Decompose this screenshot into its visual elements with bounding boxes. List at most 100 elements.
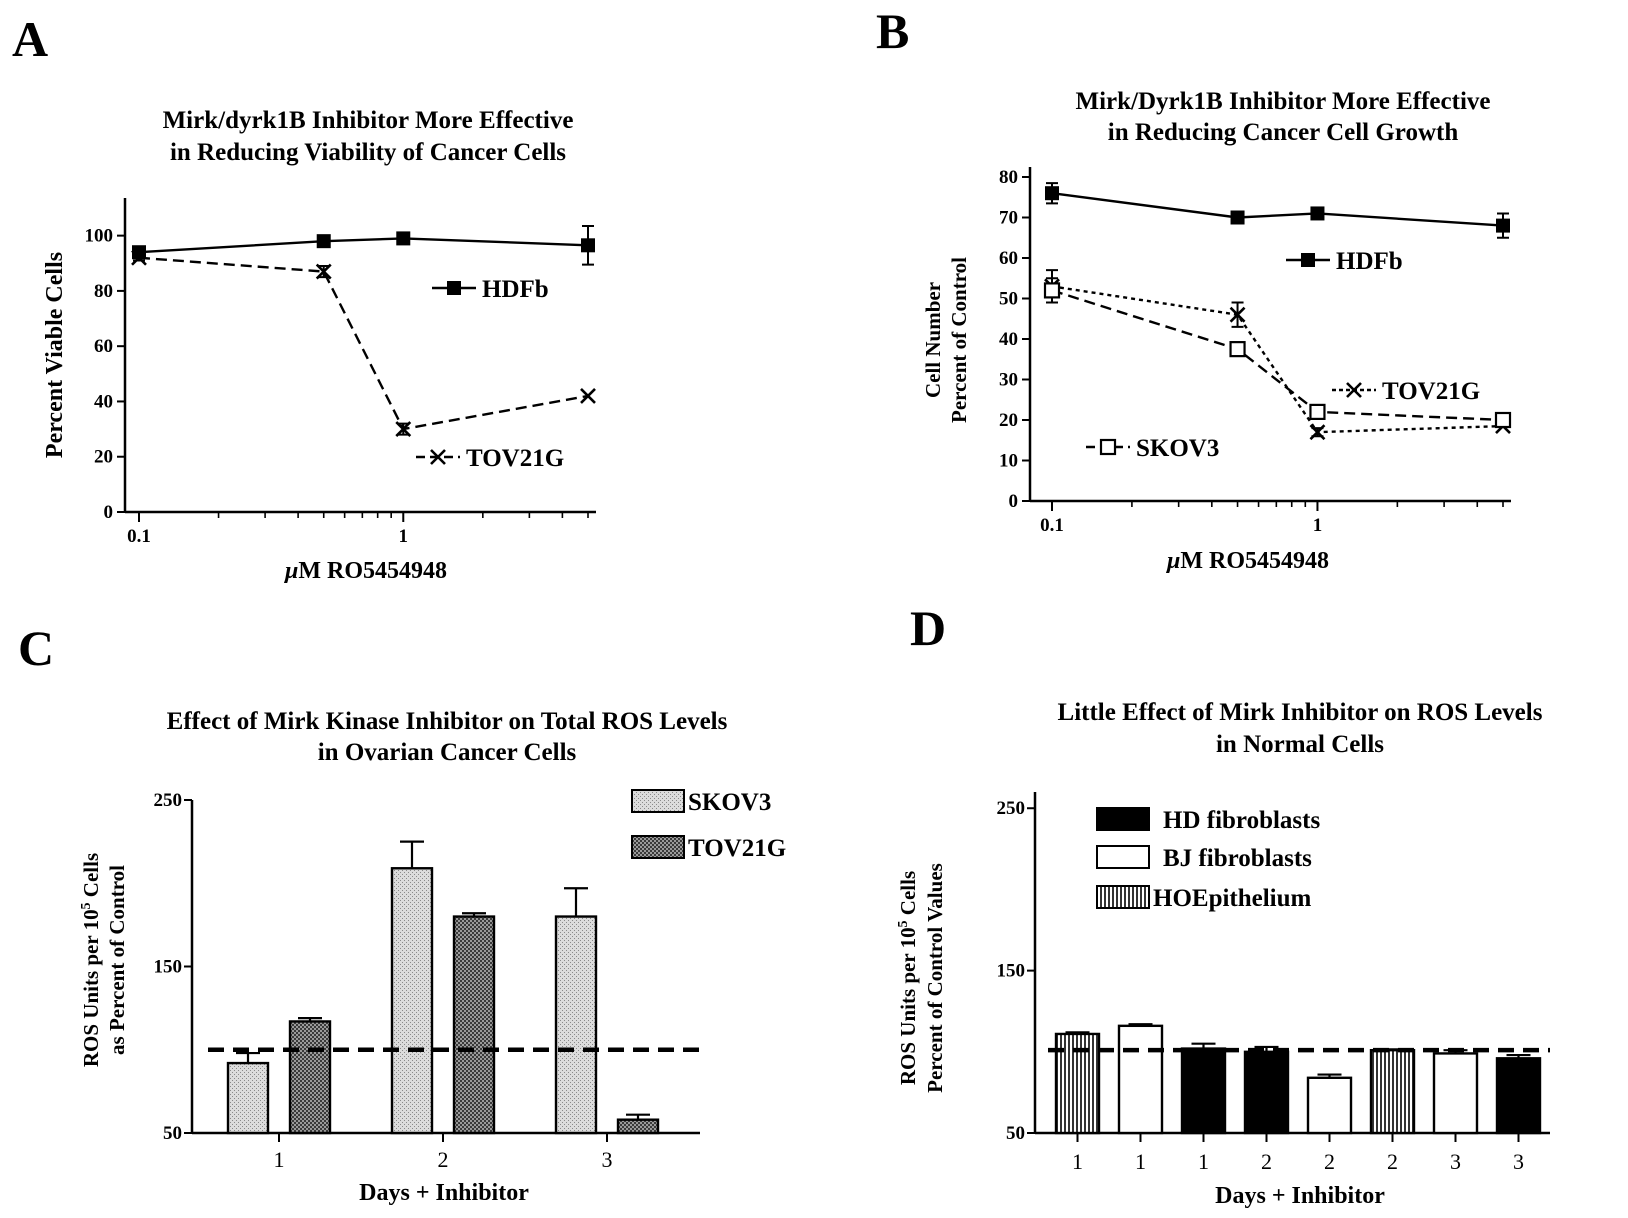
- legend-label-skov3: SKOV3: [688, 789, 771, 816]
- legend-marker-hdfb: [1301, 253, 1315, 267]
- data-point-hdfb: [396, 231, 411, 246]
- legend-label-hdfb: HDFb: [482, 276, 549, 303]
- x-tick-label: 2: [1261, 1149, 1272, 1174]
- data-point-tov21g: [580, 388, 596, 404]
- error-bar: [400, 840, 424, 869]
- bar-bj-fibroblasts: [1306, 1076, 1353, 1135]
- ylabel-b-line2: Percent of Control: [947, 257, 971, 423]
- y-tick-label: 30: [999, 370, 1018, 391]
- ylabel-c-pre: ROS Units per 10: [79, 909, 103, 1067]
- legend-marker-hdfb: [447, 281, 461, 295]
- x-tick-label: 0.1: [127, 526, 151, 547]
- bar-hd-fibroblasts: [1180, 1047, 1227, 1135]
- data-point-skov3: [1309, 403, 1326, 420]
- data-point-tov21g: [131, 249, 147, 266]
- data-point-skov3: [1494, 411, 1512, 429]
- ylabel-d-sup: 5: [896, 920, 911, 927]
- legend-swatch-bj-fibroblasts: [1096, 845, 1150, 869]
- data-point-hdfb: [1310, 206, 1325, 221]
- data-point-hdfb: [1230, 210, 1245, 225]
- ylabel-c-line2: as Percent of Control: [105, 865, 129, 1055]
- y-tick-label: 70: [999, 208, 1018, 229]
- y-tick-label: 40: [94, 391, 113, 412]
- bar-tov21g: [452, 915, 496, 1135]
- bar-hd-fibroblasts: [1243, 1050, 1290, 1135]
- legend-label-hoepithelium: HOEpithelium: [1153, 885, 1312, 912]
- bar-skov3: [390, 867, 434, 1135]
- xlabel-b-mu: μ: [1165, 548, 1180, 574]
- xlabel-a: μM RO5454948: [283, 558, 447, 584]
- y-tick-label: 20: [94, 447, 113, 468]
- bar-skov3: [226, 1061, 270, 1135]
- y-tick-label: 50: [163, 1123, 182, 1144]
- panel-label-d: D: [910, 600, 946, 656]
- xlabel-b: μM RO5454948: [1165, 548, 1329, 574]
- y-tick-label: 60: [999, 248, 1018, 269]
- title-d-line2: in Normal Cells: [1216, 731, 1384, 758]
- legend-marker-tov21g: [1346, 382, 1362, 398]
- bar-tov21g: [288, 1020, 332, 1135]
- bar-hoepithelium: [1369, 1048, 1416, 1135]
- legend-swatch-hd-fibroblasts: [1096, 807, 1150, 831]
- x-tick-label: 2: [1324, 1149, 1335, 1174]
- legend-marker-skov3: [1099, 438, 1117, 456]
- x-tick-label: 1: [1135, 1149, 1146, 1174]
- panel-label-b: B: [876, 3, 909, 59]
- title-b-line2: in Reducing Cancer Cell Growth: [1108, 119, 1459, 146]
- legend-swatch-tov21g: [631, 835, 685, 859]
- x-tick-label: 1: [399, 526, 409, 547]
- legend-label-hd-fibroblasts: HD fibroblasts: [1163, 807, 1320, 834]
- title-d-line1: Little Effect of Mirk Inhibitor on ROS L…: [1058, 699, 1543, 726]
- plot-c: 50 150 250 1 2 3 SKOV3 TOV21G: [154, 789, 786, 1172]
- panel-label-c: C: [18, 620, 54, 676]
- error-bar: [236, 1051, 260, 1064]
- ylabel-d-line1: ROS Units per 105 Cells: [896, 871, 920, 1085]
- x-tick-label: 1: [274, 1147, 285, 1172]
- y-tick-label: 250: [154, 790, 183, 811]
- series-line-hdfb: [1051, 192, 1504, 227]
- x-tick-label: 1: [1313, 515, 1323, 536]
- y-tick-label: 10: [999, 451, 1018, 472]
- title-c-line1: Effect of Mirk Kinase Inhibitor on Total…: [167, 708, 728, 735]
- bar-bj-fibroblasts: [1117, 1024, 1164, 1135]
- title-b-line1: Mirk/Dyrk1B Inhibitor More Effective: [1076, 88, 1491, 115]
- y-tick-label: 150: [154, 957, 183, 978]
- title-a-line1: Mirk/dyrk1B Inhibitor More Effective: [163, 107, 574, 134]
- x-tick-label: 2: [438, 1147, 449, 1172]
- x-tick-label: 3: [602, 1147, 613, 1172]
- panel-label-a: A: [12, 11, 48, 67]
- series-line-skov3: [1051, 289, 1504, 422]
- ylabel-b-line1: Cell Number: [921, 282, 945, 398]
- bar-bj-fibroblasts: [1432, 1052, 1479, 1135]
- data-point-hdfb: [581, 238, 595, 253]
- ylabel-c-sup: 5: [79, 902, 94, 909]
- xlabel-a-mu: μ: [283, 558, 298, 584]
- legend-swatch-skov3: [631, 789, 685, 813]
- series-line-tov21g: [1051, 285, 1504, 434]
- xlabel-a-rest: M RO5454948: [298, 558, 447, 584]
- series-line-tov21g: [138, 256, 589, 431]
- error-bar: [564, 887, 588, 917]
- legend-label-tov21g: TOV21G: [688, 835, 786, 862]
- x-tick-label: 3: [1450, 1149, 1461, 1174]
- y-tick-label: 100: [85, 226, 114, 247]
- ylabel-c-post: Cells: [79, 853, 103, 903]
- data-point-skov3: [1043, 282, 1061, 299]
- y-tick-label: 250: [997, 798, 1026, 819]
- ylabel-d-line2: Percent of Control Values: [923, 863, 947, 1093]
- x-tick-label: 0.1: [1040, 515, 1064, 536]
- data-point-tov21g: [395, 421, 412, 438]
- xlabel-d: Days + Inhibitor: [1215, 1183, 1385, 1209]
- plot-d: 50 150 250 1 1 1 2 2 2 3 3 HD fibroblasts BJ fibrobl…: [997, 792, 1550, 1174]
- legend-swatch-hoepithelium: [1096, 885, 1150, 909]
- data-point-tov21g: [1309, 424, 1326, 441]
- y-tick-label: 80: [94, 281, 113, 302]
- xlabel-c: Days + Inhibitor: [359, 1180, 529, 1206]
- series-line-hdfb: [138, 237, 589, 254]
- data-point-skov3: [1229, 341, 1246, 358]
- data-point-tov21g: [315, 263, 332, 280]
- y-tick-label: 150: [997, 961, 1026, 982]
- plot-b: 0 10 20 30 40 50 60 70 80 0.1 1 HDFb TOV21G SKOV3: [999, 167, 1512, 536]
- ylabel-d-pre: ROS Units per 10: [896, 927, 920, 1085]
- data-point-hdfb: [1045, 186, 1059, 201]
